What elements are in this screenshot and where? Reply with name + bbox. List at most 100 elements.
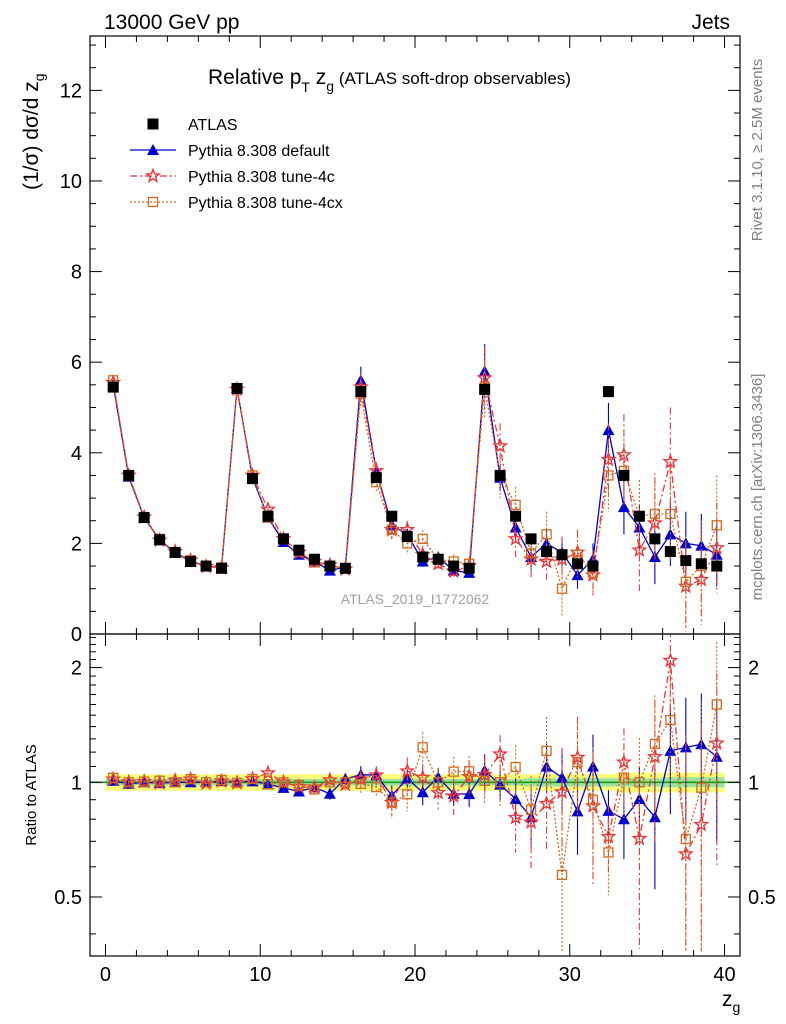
header-energy-label: 13000 GeV pp [104,11,239,34]
ratio-point [247,773,258,785]
ratio-point [352,770,369,787]
atlas-data-point [123,469,135,481]
atlas-data-point [572,558,583,570]
atlas-data-point [602,386,614,398]
ratio-y-axis-label: Ratio to ATLAS [23,744,40,845]
main-y-axis-label: (1/σ) dσ/d zg [20,73,47,190]
ratio-point [185,774,196,785]
legend-marker-3 [147,196,159,208]
atlas-data-point [525,533,537,545]
data-point [510,499,521,511]
ratio-point [231,777,243,789]
ratio-point [414,768,431,785]
x-tick-label: 10 [249,964,271,986]
atlas-data-point [231,382,243,394]
ratio-y-tick-label: 2 [71,658,82,680]
ratio-y-tick-label-right: 1 [748,772,759,794]
ratio-point [556,771,569,783]
main-y-tick-label: 2 [71,533,82,555]
ratio-point [417,742,428,753]
legend-marker-2 [144,167,162,183]
atlas-data-point [618,469,630,481]
ratio-y-tick-label-right: 2 [748,658,759,680]
ratio-point [631,830,648,846]
ratio-point [216,774,227,786]
atlas-data-point [277,533,289,545]
atlas-data-point [541,546,553,558]
main-y-tick-label: 4 [71,443,82,465]
atlas-data-point [695,558,707,570]
atlas-data-point [633,510,645,522]
ratio-point [662,651,679,668]
ratio-point [262,779,274,790]
ratio-point [494,777,506,788]
ratio-point [665,714,676,726]
ratio-point [491,745,509,762]
atlas-data-point [432,553,444,565]
atlas-data-point [138,512,150,524]
ratio-point [541,745,552,757]
main-y-tick-label: 8 [71,262,82,284]
ratio-point [649,738,661,749]
analysis-watermark: ATLAS_2019_I1772062 [341,591,490,607]
data-point [665,508,676,520]
atlas-data-point [154,534,166,546]
ratio-point [278,777,289,788]
atlas-data-point [262,510,274,522]
data-point [538,553,555,569]
legend-marker-0 [147,118,159,130]
ratio-point [509,793,522,805]
ratio-line-3 [113,704,718,875]
main-y-tick-label: 12 [60,80,82,102]
data-point [491,437,509,453]
ratio-y-tick-label: 1 [71,772,82,794]
plot-title-var: z [310,66,326,89]
plot-title-main-sub: T [301,79,310,95]
atlas-data-point [200,560,212,572]
atlas-data-point [711,560,723,572]
ratio-point [708,734,725,751]
ratio-point [711,699,722,710]
ratio-point [200,777,212,788]
plot-title: Relative pT zg (ATLAS soft-drop observab… [208,66,571,95]
x-axis-label-text: z [722,988,733,1011]
data-point [680,576,691,588]
ratio-point [292,785,305,797]
ratio-point [510,761,521,773]
ratio-point [696,782,707,793]
x-tick-label: 40 [713,964,735,986]
data-point [649,508,661,520]
ratio-point [618,772,630,783]
ratio-point [323,787,336,799]
ratio-line-2 [113,660,718,857]
atlas-data-point [664,546,676,558]
data-point [662,453,679,469]
ratio-point [479,775,490,786]
atlas-data-point [510,510,522,522]
ratio-point [433,777,444,788]
ratio-point [371,781,382,793]
atlas-data-point [463,562,475,574]
atlas-data-point [479,383,491,395]
ratio-point [169,777,181,788]
atlas-data-point [386,510,398,522]
atlas-data-point [370,472,382,484]
ratio-point [324,777,336,788]
ratio-point [664,744,677,756]
data-point [631,541,648,558]
main-y-tick-label: 0 [71,624,82,646]
ratio-point [416,786,429,798]
ratio-point [553,783,571,799]
atlas-data-point [448,560,460,572]
legend-label-0: ATLAS [188,117,238,134]
series-line-2 [112,377,718,588]
ratio-point [634,777,645,788]
ratio-point [572,757,583,768]
data-point [507,530,524,546]
atlas-data-point [649,533,661,545]
atlas-data-point [556,549,568,561]
ratio-point [538,795,555,811]
atlas-data-point [308,553,320,565]
ratio-point [587,794,599,805]
